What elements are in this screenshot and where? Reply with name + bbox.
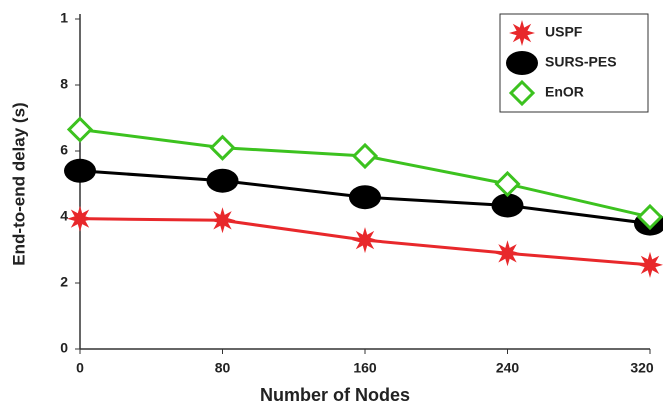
y-tick-label: 1: [60, 10, 68, 26]
legend-label: SURS-PES: [545, 54, 617, 70]
legend: USPF SURS-PES EnOR: [499, 13, 649, 113]
legend-label: EnOR: [545, 84, 584, 100]
y-tick-label: 2: [60, 274, 68, 290]
marker: [351, 142, 379, 170]
legend-label: USPF: [545, 24, 583, 40]
legend-marker: [509, 20, 535, 46]
marker: [209, 207, 236, 234]
marker: [64, 158, 96, 183]
marker: [209, 134, 236, 161]
y-tick-label: 0: [60, 340, 68, 356]
marker: [66, 116, 94, 143]
x-tick-label: 0: [76, 360, 84, 376]
marker: [494, 170, 521, 198]
marker: [636, 203, 663, 231]
marker: [637, 251, 663, 278]
x-axis-label: Number of Nodes: [260, 385, 410, 405]
marker: [491, 193, 524, 218]
x-tick-label: 80: [215, 360, 231, 376]
legend-marker: [508, 79, 536, 107]
marker: [67, 205, 93, 232]
marker: [352, 227, 378, 254]
marker: [349, 185, 381, 210]
x-tick-label: 320: [630, 360, 654, 376]
x-tick-label: 240: [496, 360, 520, 376]
y-tick-label: 4: [60, 208, 68, 224]
marker: [494, 240, 521, 267]
y-tick-label: 6: [60, 142, 68, 158]
y-tick-label: 8: [60, 76, 68, 92]
marker: [206, 168, 239, 193]
x-tick-label: 160: [353, 360, 377, 376]
legend-marker: [506, 51, 538, 75]
y-axis-label: End-to-end delay (s): [9, 102, 28, 265]
